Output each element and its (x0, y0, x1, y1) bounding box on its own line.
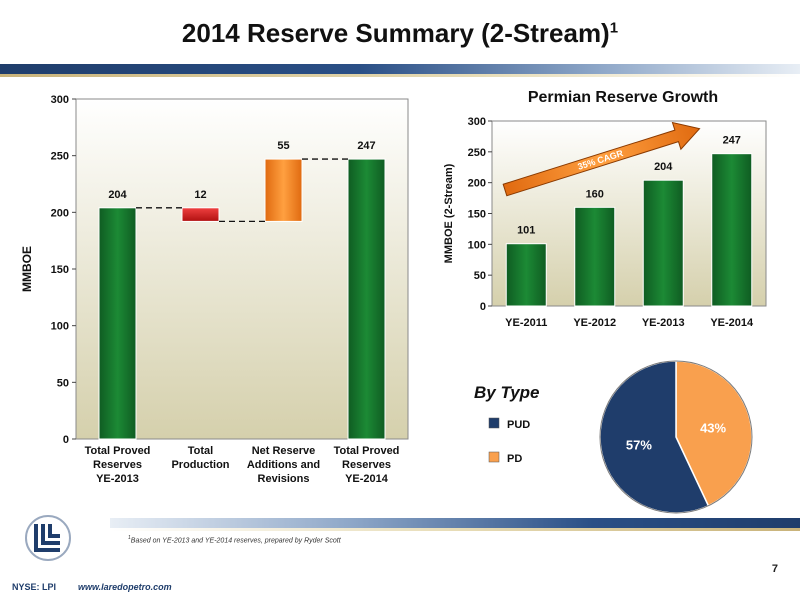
growth-bar (642, 179, 684, 307)
bottom-divider-band (110, 518, 800, 528)
bottom-divider-accent (110, 528, 800, 531)
website-link[interactable]: www.laredopetro.com (78, 582, 172, 592)
pie-legend-swatch (488, 417, 500, 429)
waterfall-y-tick-label: 50 (57, 377, 69, 389)
growth-bar-value-label: 204 (654, 161, 673, 173)
waterfall-y-tick-label: 200 (51, 207, 69, 219)
pie-legend-label: PUD (507, 419, 530, 431)
waterfall-bar (98, 207, 137, 440)
waterfall-bar-value-label: 204 (108, 189, 127, 201)
waterfall-category-label: Net Reserve Additions and Revisions (247, 445, 320, 485)
waterfall-y-tick-label: 100 (51, 321, 69, 333)
growth-chart-title: Permian Reserve Growth (528, 89, 718, 106)
growth-bar (711, 153, 753, 307)
waterfall-bar (347, 158, 386, 440)
waterfall-bar-value-label: 247 (357, 140, 375, 152)
growth-y-tick-label: 0 (480, 301, 486, 313)
growth-category-label: YE-2012 (573, 317, 616, 329)
waterfall-bar-value-label: 55 (277, 140, 289, 152)
waterfall-bar-value-label: 12 (194, 189, 206, 201)
waterfall-y-tick-label: 150 (51, 264, 69, 276)
growth-bar-value-label: 101 (517, 225, 535, 237)
permian-growth-chart: Permian Reserve Growth 0 50 100 150 200 250 300… (443, 89, 767, 329)
growth-y-tick-label: 300 (468, 116, 486, 128)
pie-outline (599, 360, 753, 514)
waterfall-category-label: Total Production (171, 445, 229, 471)
footnote: 1Based on YE-2013 and YE-2014 reserves, … (128, 535, 341, 545)
growth-bar (505, 243, 547, 307)
ticker-symbol: NYSE: LPI (12, 582, 57, 592)
growth-bar (574, 206, 616, 307)
page-title: 2014 Reserve Summary (2-Stream)1 (181, 18, 619, 48)
growth-category-label: YE-2011 (505, 317, 547, 329)
pie-legend-swatch (488, 451, 500, 463)
pie-title: By Type (474, 383, 540, 402)
growth-y-tick-label: 150 (468, 209, 486, 221)
growth-y-tick-label: 100 (468, 239, 486, 251)
pie-legend-label: PD (507, 453, 522, 465)
laredo-logo-icon (25, 515, 71, 561)
growth-bar-value-label: 160 (586, 188, 604, 200)
growth-category-label: YE-2013 (642, 317, 685, 329)
pie-slice-label: 57% (626, 437, 652, 452)
waterfall-bar (181, 207, 220, 222)
waterfall-category-label: Total Proved Reserves YE-2014 (334, 445, 400, 485)
pie-slice-label: 43% (700, 421, 726, 436)
waterfall-y-tick-label: 250 (51, 151, 69, 163)
growth-y-tick-label: 200 (468, 178, 486, 190)
waterfall-y-tick-label: 300 (51, 94, 69, 106)
growth-bar-value-label: 247 (723, 135, 741, 147)
waterfall-y-tick-label: 0 (63, 434, 69, 446)
growth-y-tick-label: 250 (468, 147, 486, 159)
waterfall-bar (264, 158, 303, 222)
waterfall-category-label: Total Proved Reserves YE-2013 (85, 445, 151, 485)
reserve-type-pie: By Type 57% 43% PUD PD (474, 360, 753, 514)
growth-y-axis-label: MMBOE (2-Stream) (443, 163, 455, 263)
waterfall-y-axis-label: MMBOE (20, 246, 34, 292)
growth-category-label: YE-2014 (710, 317, 754, 329)
top-divider-band (0, 64, 800, 74)
waterfall-chart: 0 50 100 150 200 250 300 MMBOE 204 Total Proved Re… (20, 94, 409, 485)
top-divider-accent (0, 74, 800, 77)
page-number: 7 (771, 563, 778, 575)
growth-y-tick-label: 50 (474, 270, 486, 282)
